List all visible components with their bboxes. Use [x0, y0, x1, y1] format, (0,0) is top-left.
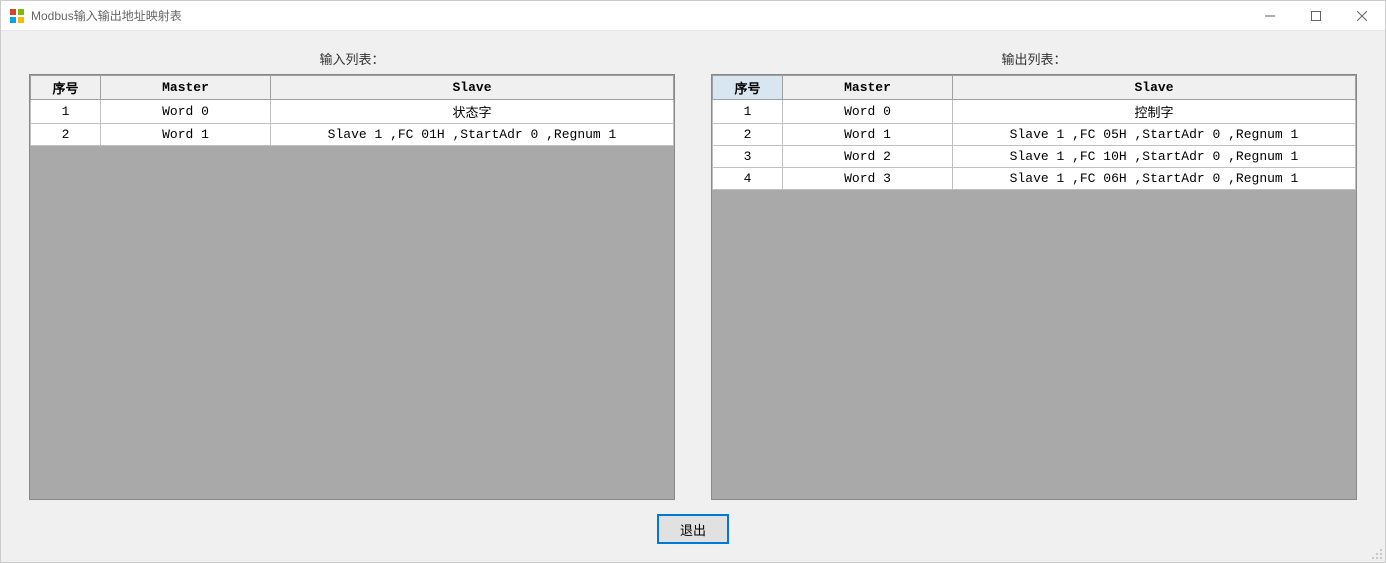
- col-header-slave[interactable]: Slave: [953, 76, 1356, 100]
- table-row[interactable]: 1Word 0状态字: [31, 100, 674, 124]
- cell-seq[interactable]: 3: [713, 146, 783, 168]
- button-row: 退出: [29, 500, 1357, 552]
- cell-master[interactable]: Word 2: [783, 146, 953, 168]
- table-row[interactable]: 2Word 1Slave 1 ,FC 01H ,StartAdr 0 ,Regn…: [31, 124, 674, 146]
- output-grid-empty-area: [712, 190, 1356, 499]
- tables-row: 输入列表： 序号 Master Slave 1: [29, 49, 1357, 500]
- table-row[interactable]: 4Word 3Slave 1 ,FC 06H ,StartAdr 0 ,Regn…: [713, 168, 1356, 190]
- window-title: Modbus输入输出地址映射表: [31, 7, 1247, 24]
- cell-master[interactable]: Word 0: [101, 100, 271, 124]
- cell-seq[interactable]: 2: [31, 124, 101, 146]
- dialog-window: Modbus输入输出地址映射表 输入列表：: [0, 0, 1386, 563]
- input-grid-empty-area: [30, 146, 674, 499]
- cell-seq[interactable]: 1: [713, 100, 783, 124]
- output-grid-wrap: 序号 Master Slave 1Word 0控制字2Word 1Slave 1…: [711, 74, 1357, 500]
- output-panel: 输出列表： 序号 Master Slave 1: [711, 49, 1357, 500]
- client-area: 输入列表： 序号 Master Slave 1: [1, 31, 1385, 562]
- cell-seq[interactable]: 1: [31, 100, 101, 124]
- col-header-seq[interactable]: 序号: [31, 76, 101, 100]
- exit-button[interactable]: 退出: [657, 514, 729, 544]
- output-grid[interactable]: 序号 Master Slave 1Word 0控制字2Word 1Slave 1…: [712, 75, 1356, 190]
- cell-seq[interactable]: 4: [713, 168, 783, 190]
- output-grid-header-row: 序号 Master Slave: [713, 76, 1356, 100]
- table-row[interactable]: 3Word 2Slave 1 ,FC 10H ,StartAdr 0 ,Regn…: [713, 146, 1356, 168]
- titlebar[interactable]: Modbus输入输出地址映射表: [1, 1, 1385, 31]
- resize-grip-icon[interactable]: [1369, 546, 1383, 560]
- table-row[interactable]: 1Word 0控制字: [713, 100, 1356, 124]
- cell-master[interactable]: Word 0: [783, 100, 953, 124]
- col-header-master[interactable]: Master: [101, 76, 271, 100]
- input-grid[interactable]: 序号 Master Slave 1Word 0状态字2Word 1Slave 1…: [30, 75, 674, 146]
- col-header-slave[interactable]: Slave: [271, 76, 674, 100]
- input-list-label: 输入列表：: [29, 49, 675, 74]
- cell-slave[interactable]: Slave 1 ,FC 01H ,StartAdr 0 ,Regnum 1: [271, 124, 674, 146]
- minimize-button[interactable]: [1247, 1, 1293, 30]
- cell-slave[interactable]: 状态字: [271, 100, 674, 124]
- cell-master[interactable]: Word 1: [101, 124, 271, 146]
- cell-slave[interactable]: Slave 1 ,FC 10H ,StartAdr 0 ,Regnum 1: [953, 146, 1356, 168]
- cell-slave[interactable]: Slave 1 ,FC 05H ,StartAdr 0 ,Regnum 1: [953, 124, 1356, 146]
- input-grid-wrap: 序号 Master Slave 1Word 0状态字2Word 1Slave 1…: [29, 74, 675, 500]
- output-list-label: 输出列表：: [711, 49, 1357, 74]
- close-button[interactable]: [1339, 1, 1385, 30]
- input-panel: 输入列表： 序号 Master Slave 1: [29, 49, 675, 500]
- cell-master[interactable]: Word 3: [783, 168, 953, 190]
- col-header-seq[interactable]: 序号: [713, 76, 783, 100]
- col-header-master[interactable]: Master: [783, 76, 953, 100]
- table-row[interactable]: 2Word 1Slave 1 ,FC 05H ,StartAdr 0 ,Regn…: [713, 124, 1356, 146]
- cell-slave[interactable]: 控制字: [953, 100, 1356, 124]
- cell-seq[interactable]: 2: [713, 124, 783, 146]
- input-grid-header-row: 序号 Master Slave: [31, 76, 674, 100]
- cell-master[interactable]: Word 1: [783, 124, 953, 146]
- app-icon: [9, 8, 25, 24]
- cell-slave[interactable]: Slave 1 ,FC 06H ,StartAdr 0 ,Regnum 1: [953, 168, 1356, 190]
- window-controls: [1247, 1, 1385, 30]
- maximize-button[interactable]: [1293, 1, 1339, 30]
